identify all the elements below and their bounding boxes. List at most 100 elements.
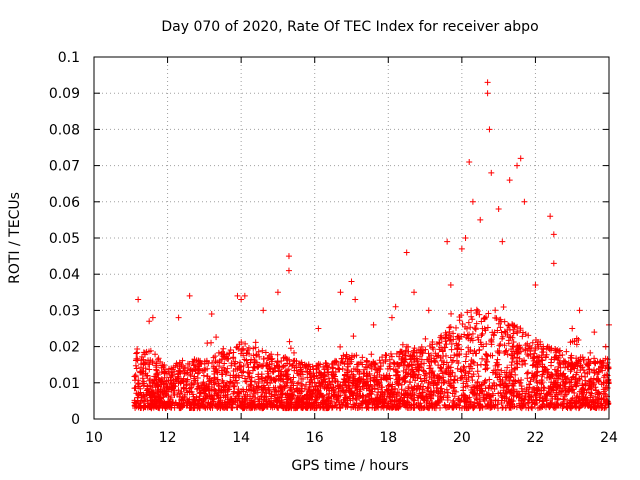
data-point xyxy=(254,389,261,396)
data-point xyxy=(163,385,170,392)
data-point xyxy=(463,325,470,332)
data-point xyxy=(401,352,408,359)
data-point xyxy=(483,340,490,347)
data-point xyxy=(255,402,262,409)
data-point xyxy=(569,374,576,381)
data-point xyxy=(252,394,259,401)
data-point xyxy=(446,337,453,344)
data-point xyxy=(429,403,436,410)
data-point xyxy=(151,380,158,387)
data-point xyxy=(135,404,142,411)
data-point xyxy=(458,392,465,399)
data-point xyxy=(230,349,237,356)
data-point xyxy=(359,398,366,405)
data-point xyxy=(350,333,357,340)
data-point xyxy=(231,380,238,387)
data-point xyxy=(361,366,368,373)
data-point xyxy=(411,289,418,296)
data-point xyxy=(150,390,157,397)
data-point xyxy=(496,342,503,349)
data-point xyxy=(283,373,290,380)
data-point xyxy=(524,375,531,382)
data-point xyxy=(155,382,162,389)
data-point xyxy=(525,352,532,359)
data-point xyxy=(336,383,343,390)
data-point xyxy=(279,391,286,398)
data-point xyxy=(596,359,603,366)
data-point xyxy=(502,348,509,355)
data-point xyxy=(428,394,435,401)
data-point xyxy=(222,394,229,401)
data-point xyxy=(410,349,417,356)
data-point xyxy=(254,363,261,370)
data-point xyxy=(599,367,606,374)
data-point xyxy=(208,386,215,393)
data-point xyxy=(479,330,486,337)
data-point xyxy=(209,359,216,366)
data-point xyxy=(211,368,218,375)
data-point xyxy=(260,382,267,389)
data-point xyxy=(515,349,522,356)
data-point xyxy=(141,394,148,401)
data-point xyxy=(410,347,417,354)
data-point xyxy=(510,377,517,384)
data-point xyxy=(248,378,255,385)
x-tick-label: 18 xyxy=(379,430,397,446)
data-point xyxy=(455,341,462,348)
data-point xyxy=(196,405,203,412)
data-point xyxy=(522,404,529,411)
data-point xyxy=(416,403,423,410)
data-point xyxy=(506,396,513,403)
data-point xyxy=(226,350,233,357)
data-point xyxy=(373,377,380,384)
data-point xyxy=(326,378,333,385)
data-point xyxy=(402,387,409,394)
data-point xyxy=(258,371,265,378)
data-point xyxy=(349,379,356,386)
data-point xyxy=(369,386,376,393)
data-point xyxy=(146,366,153,373)
data-point xyxy=(604,385,611,392)
data-point xyxy=(275,372,282,379)
data-point xyxy=(337,392,344,399)
data-point xyxy=(252,358,259,365)
data-point xyxy=(333,358,340,365)
data-point xyxy=(305,386,312,393)
data-point xyxy=(448,359,455,366)
data-point xyxy=(311,400,318,407)
data-point xyxy=(602,391,609,398)
data-point xyxy=(146,377,153,384)
data-point xyxy=(436,340,443,347)
data-point xyxy=(313,366,320,373)
data-point xyxy=(283,402,290,409)
data-point xyxy=(342,395,349,402)
data-point xyxy=(376,357,383,364)
data-point xyxy=(320,373,327,380)
data-point xyxy=(482,361,489,368)
data-point xyxy=(592,360,599,367)
data-point xyxy=(416,353,423,360)
data-point xyxy=(337,384,344,391)
data-point xyxy=(540,349,547,355)
data-point xyxy=(454,345,461,352)
data-point xyxy=(591,329,598,336)
data-point xyxy=(530,372,537,379)
data-point xyxy=(174,371,181,378)
y-tick-label: 0.08 xyxy=(49,122,80,138)
data-point xyxy=(230,372,237,379)
data-point xyxy=(448,310,455,317)
data-point xyxy=(465,370,472,377)
data-point xyxy=(282,382,289,389)
data-point xyxy=(531,350,538,357)
data-point xyxy=(154,371,161,378)
data-point xyxy=(374,380,381,387)
data-point xyxy=(144,397,151,404)
data-point xyxy=(408,367,415,374)
data-point xyxy=(454,402,461,409)
data-point xyxy=(211,374,218,381)
data-point xyxy=(531,373,538,380)
data-point xyxy=(250,390,257,397)
data-point xyxy=(245,373,252,380)
data-point xyxy=(416,367,423,374)
data-point xyxy=(203,357,210,364)
